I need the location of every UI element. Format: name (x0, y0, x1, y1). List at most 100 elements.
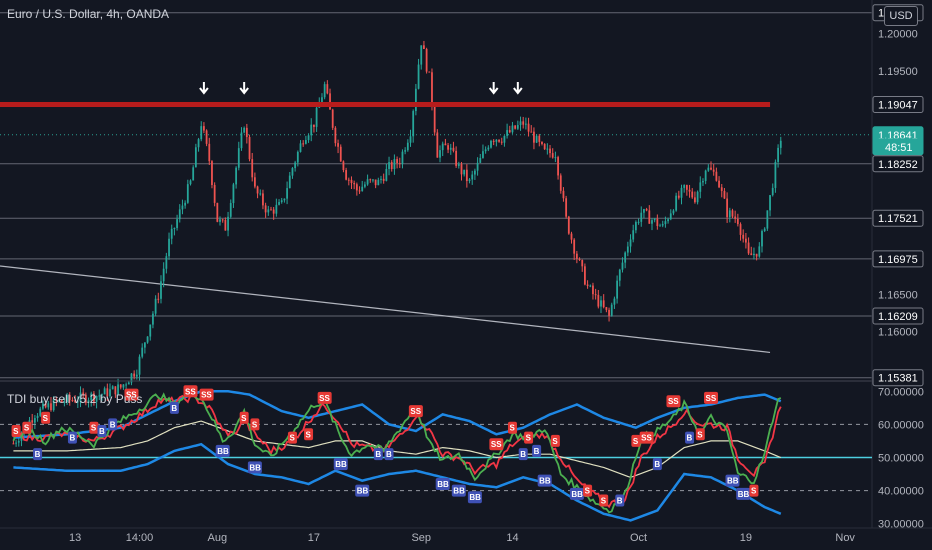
candle-body (31, 420, 34, 423)
candle-body (535, 135, 538, 143)
candle-body (326, 84, 329, 94)
candle-body (436, 132, 439, 158)
candle-body (605, 307, 608, 310)
candle-body (514, 125, 517, 129)
candle-body (84, 394, 87, 403)
candle-body (699, 182, 702, 192)
sell-signal-marker (550, 434, 560, 447)
sell-signal-label: SS (668, 397, 679, 406)
candle-body (423, 45, 425, 50)
candle-body (178, 209, 181, 220)
candle-body (82, 392, 85, 395)
candle-body (240, 132, 243, 149)
candle-body (347, 179, 350, 181)
candle-body (632, 230, 635, 240)
candle-body (374, 179, 377, 186)
time-tick-label: Sep (411, 532, 431, 544)
buy-signal-label: B (110, 420, 116, 429)
buy-signal-marker (373, 448, 383, 461)
sell-signal-label: S (13, 427, 19, 436)
candle-body (15, 442, 17, 444)
buy-signal-label: B (687, 434, 693, 443)
price-axis[interactable]: 1.200001.195001.165001.160001.202791.190… (872, 4, 924, 387)
sell-signal-label: S (241, 414, 247, 423)
candle-body (640, 212, 643, 222)
candle-body (463, 169, 466, 175)
candle-body (758, 246, 761, 257)
candle-body (98, 395, 101, 397)
candle-body (176, 219, 178, 228)
candle-body (251, 159, 254, 178)
candle-body (777, 147, 779, 162)
main-trendline[interactable] (0, 265, 771, 354)
indicator-line-signal (12, 394, 782, 509)
candle-body (130, 373, 133, 383)
candle-body (36, 415, 39, 419)
candle-body (715, 171, 718, 181)
candle-body (527, 123, 530, 132)
candle-body (101, 394, 103, 396)
candle-body (90, 393, 93, 401)
sell-signal-marker (183, 385, 198, 398)
price-level-badge (872, 307, 924, 325)
buy-signal-label: B (69, 434, 75, 443)
buy-signal-label: BB (727, 477, 739, 486)
candle-body (460, 164, 463, 175)
candle-body (135, 374, 138, 377)
time-axis[interactable]: 13 14:00 Aug 17 Sep 14 Oct 19 Nov (69, 532, 855, 544)
price-tick-label: 1.16000 (878, 327, 918, 339)
time-tick-label: Oct (630, 532, 647, 544)
candle-body (299, 143, 302, 152)
candle-body (146, 336, 149, 343)
candle-body (52, 399, 55, 411)
sell-signal-label: SS (126, 391, 137, 400)
sell-signal-marker (89, 421, 99, 434)
candle-body (755, 253, 758, 257)
candle-body (500, 141, 503, 143)
candle-body (401, 151, 404, 165)
currency-button[interactable]: USD (884, 6, 918, 26)
main-level-lines (0, 12, 872, 379)
candle-body (127, 382, 130, 385)
indicator-axis[interactable]: 70.00000 60.00000 50.00000 40.00000 30.00000 (878, 386, 924, 530)
candle-body (406, 142, 409, 151)
candle-body (653, 218, 656, 221)
candle-body (219, 219, 221, 222)
candle-body (608, 309, 610, 316)
candle-body (232, 184, 235, 204)
candle-body (643, 209, 645, 213)
candle-body (270, 209, 272, 211)
indicator-line-rsi (12, 386, 782, 514)
buy-signal-label: BB (437, 480, 449, 489)
candle-body (763, 228, 766, 232)
candle-body (688, 189, 691, 192)
buy-signal-marker (247, 461, 262, 474)
candle-body (417, 64, 420, 89)
candle-body (170, 228, 173, 239)
candle-body (291, 168, 294, 176)
candle-body (353, 183, 356, 185)
candle-body (414, 88, 417, 112)
price-level-badge (872, 369, 924, 387)
candle-body (718, 180, 720, 188)
candle-body (771, 187, 774, 196)
candle-body (12, 443, 15, 445)
candle-body (420, 45, 423, 65)
down-arrow-markers (199, 82, 523, 95)
candle-body (264, 205, 267, 213)
candle-body (508, 130, 511, 133)
buy-signal-marker (355, 484, 370, 497)
time-tick-label: 14:00 (126, 532, 154, 544)
time-tick-label: 17 (308, 532, 320, 544)
buy-signal-marker (467, 491, 482, 504)
candle-body (685, 185, 688, 190)
buy-signal-marker (532, 444, 542, 457)
candle-body (87, 400, 90, 403)
candle-body (248, 137, 251, 160)
time-tick-label: Nov (835, 532, 855, 544)
candle-body (342, 161, 345, 171)
candle-body (361, 186, 364, 192)
time-tick-label: 13 (69, 532, 81, 544)
